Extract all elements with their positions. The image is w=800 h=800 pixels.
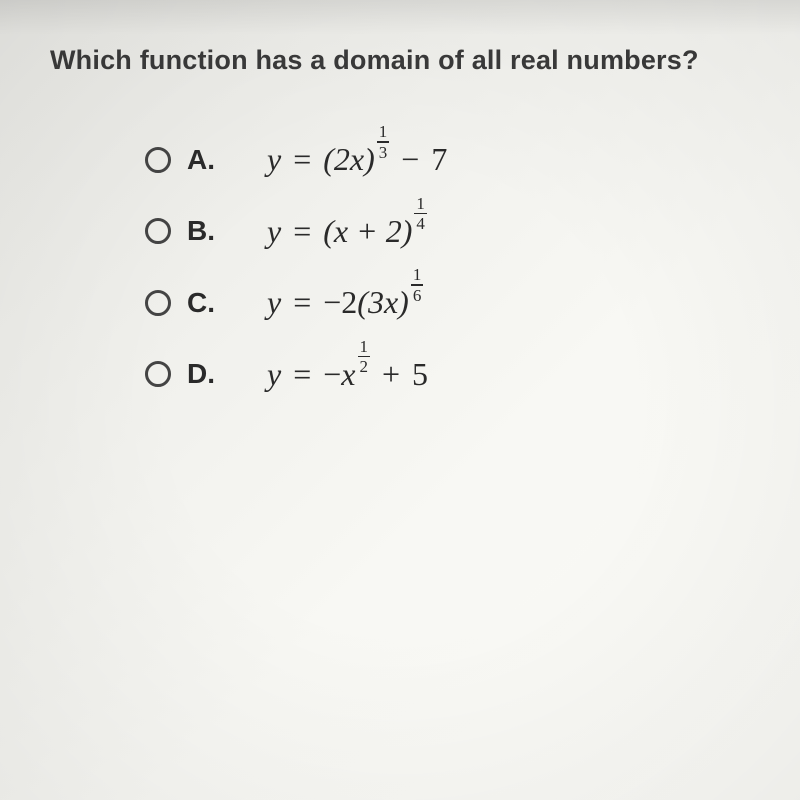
radio-b[interactable]: [145, 218, 171, 244]
equals: =: [293, 213, 311, 250]
tail-val: 7: [431, 141, 447, 178]
base: (2x): [323, 141, 375, 178]
exponent: 1 3: [377, 123, 390, 161]
base: x: [341, 356, 355, 393]
exponent: 1 6: [411, 266, 424, 304]
option-c-label: C.: [187, 287, 232, 319]
tail-op: +: [382, 356, 400, 393]
base-exp: (2x) 1 3: [323, 141, 389, 179]
base-exp: x 1 2: [341, 356, 370, 394]
option-a[interactable]: A. y = (2x) 1 3 − 7: [145, 141, 750, 179]
radio-d[interactable]: [145, 361, 171, 387]
base-exp: (3x) 1 6: [357, 284, 423, 322]
option-d-label: D.: [187, 358, 232, 390]
base: (x + 2): [323, 213, 412, 250]
worksheet-page: Which function has a domain of all real …: [0, 0, 800, 800]
tail-val: 5: [412, 356, 428, 393]
prefix: −: [323, 356, 341, 393]
option-a-label: A.: [187, 144, 232, 176]
radio-c[interactable]: [145, 290, 171, 316]
question-text: Which function has a domain of all real …: [50, 45, 750, 76]
lhs: y: [267, 356, 281, 393]
lhs: y: [267, 213, 281, 250]
option-b-label: B.: [187, 215, 232, 247]
exponent: 1 2: [358, 338, 371, 376]
equals: =: [293, 356, 311, 393]
option-a-equation: y = (2x) 1 3 − 7: [267, 141, 447, 179]
base-exp: (x + 2) 1 4: [323, 213, 427, 251]
option-c[interactable]: C. y = −2 (3x) 1 6: [145, 284, 750, 322]
option-d[interactable]: D. y = − x 1 2 + 5: [145, 356, 750, 394]
tail-op: −: [401, 141, 419, 178]
lhs: y: [267, 284, 281, 321]
options-list: A. y = (2x) 1 3 − 7 B. y: [145, 141, 750, 393]
equals: =: [293, 141, 311, 178]
exponent: 1 4: [414, 195, 427, 233]
option-c-equation: y = −2 (3x) 1 6: [267, 284, 423, 322]
option-d-equation: y = − x 1 2 + 5: [267, 356, 428, 394]
prefix: −2: [323, 284, 357, 321]
lhs: y: [267, 141, 281, 178]
base: (3x): [357, 284, 409, 321]
equals: =: [293, 284, 311, 321]
option-b-equation: y = (x + 2) 1 4: [267, 213, 427, 251]
radio-a[interactable]: [145, 147, 171, 173]
option-b[interactable]: B. y = (x + 2) 1 4: [145, 213, 750, 251]
